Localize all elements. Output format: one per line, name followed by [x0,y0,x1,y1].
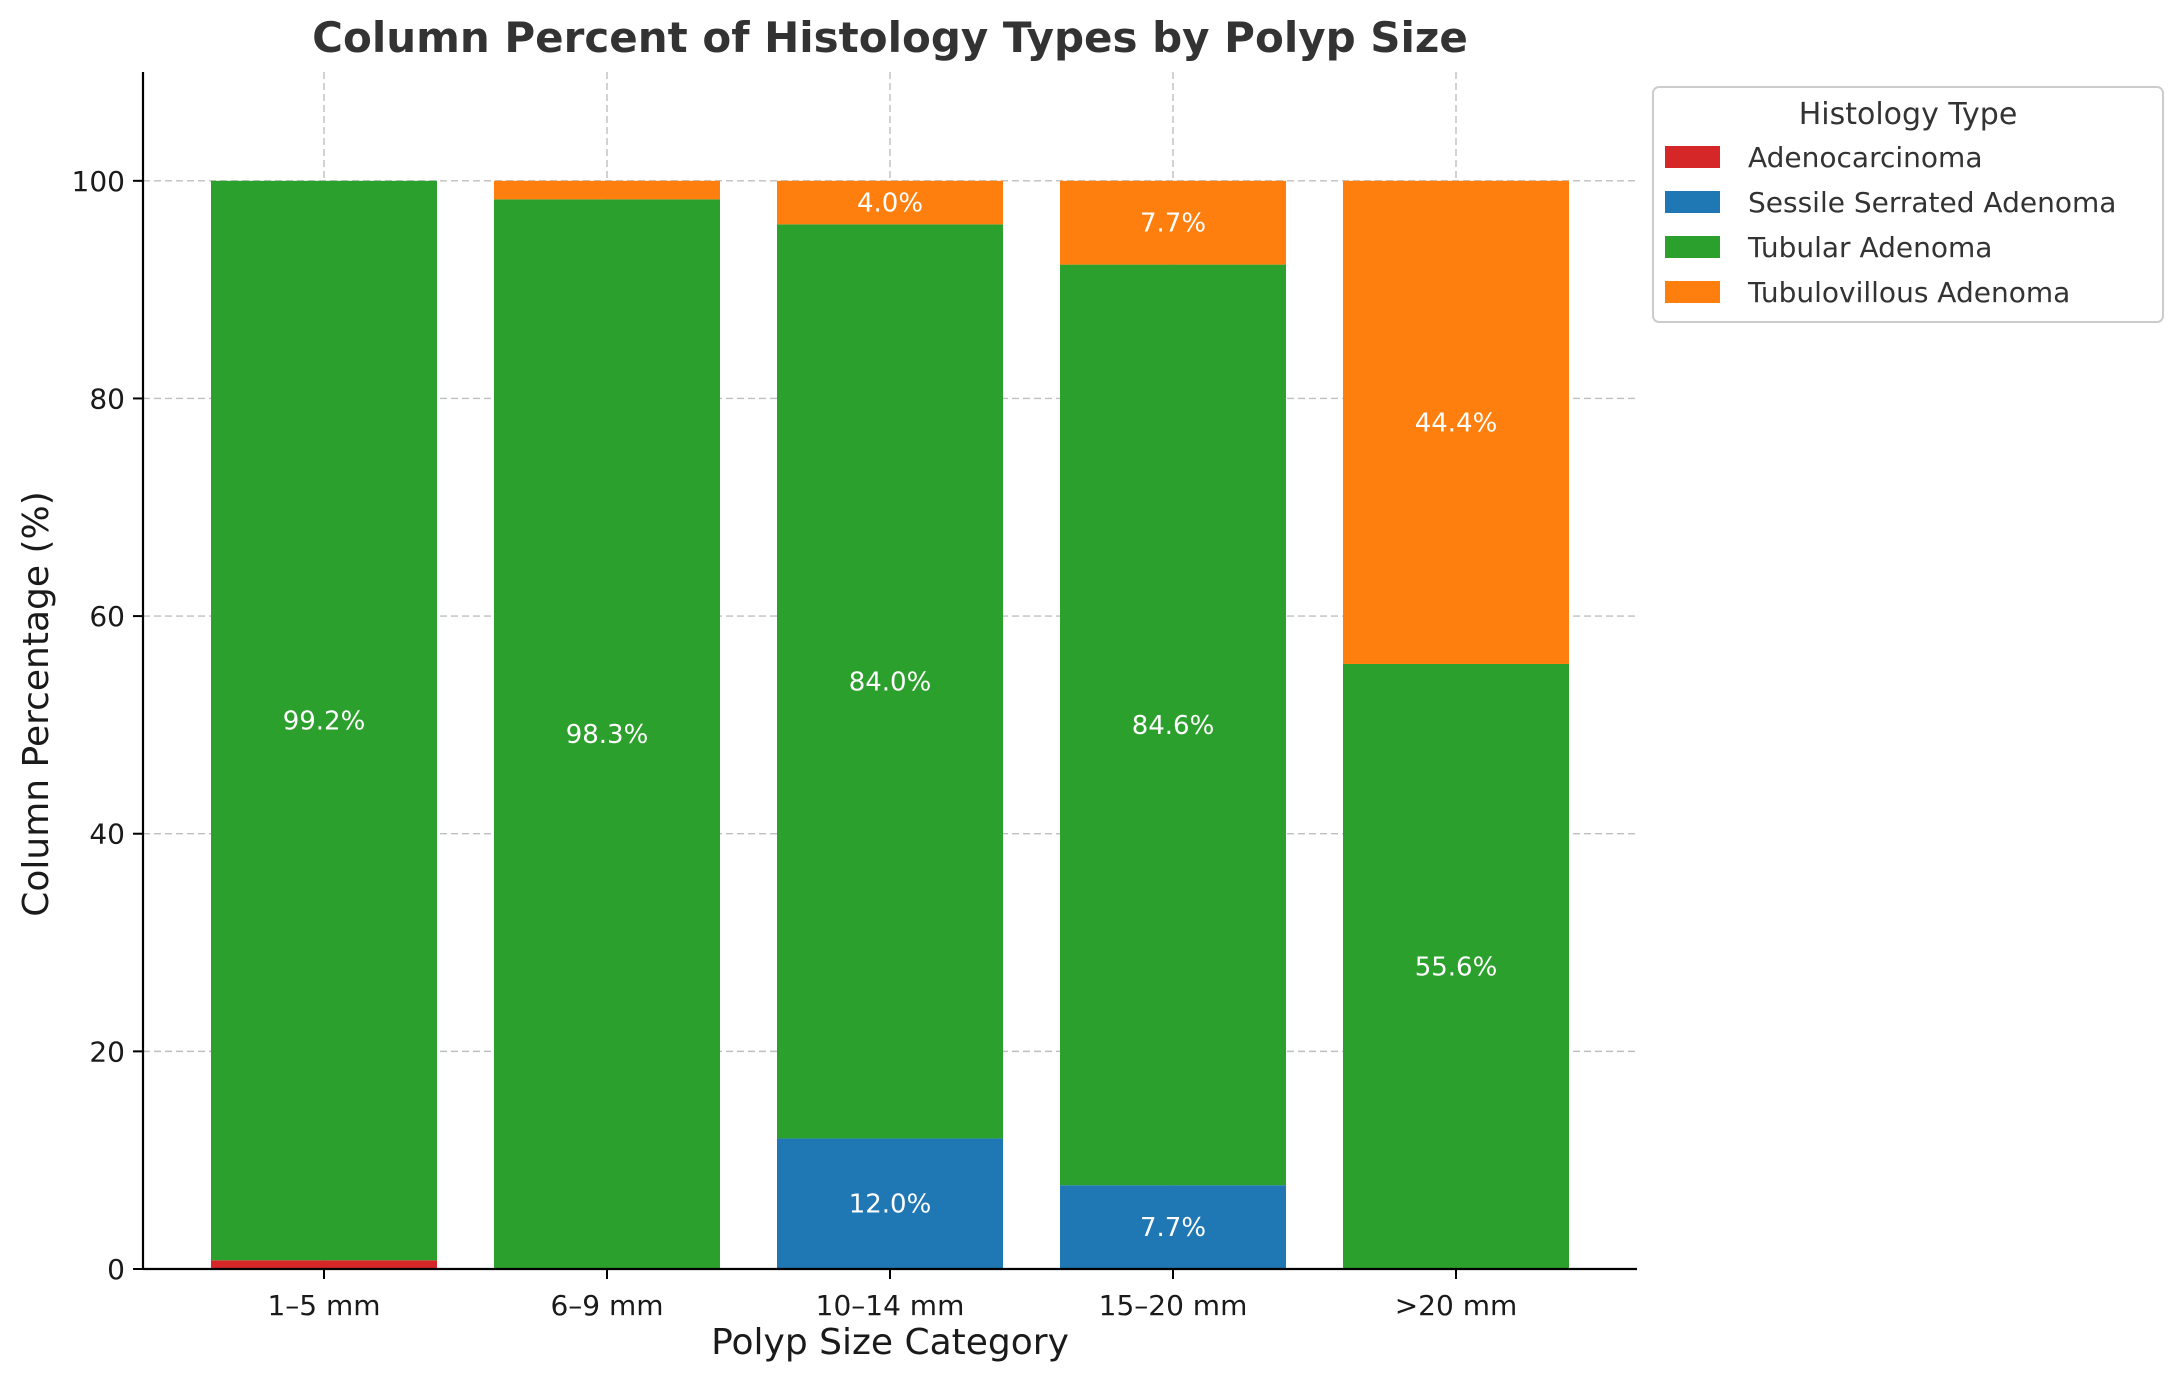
bar-2-4 [1343,663,1569,1269]
bar-3-2 [777,180,1003,225]
data-label-3-3: 7.7% [1140,209,1206,239]
bar-0-0 [211,1260,437,1269]
data-labels: 12.0% 7.7% 99.2% 98.3% 84.0% 84.6% 55.6% 4.0% 7.… [283,189,1498,1244]
legend-label-3: Tubulovillous Adenoma [1747,276,2070,309]
bar-2-2 [777,224,1003,1139]
data-label-3-2: 4.0% [857,189,923,219]
legend-swatch-2 [1665,236,1720,258]
x-axis-label: Polyp Size Category [711,1322,1069,1363]
bar-1-3 [1060,1185,1286,1269]
y-tick-label-1: 20 [89,1035,125,1068]
x-tick-label-1: 6–9 mm [550,1289,663,1322]
x-tick-label-0: 1–5 mm [267,1289,380,1322]
bar-3-3 [1060,180,1286,265]
x-tick-label-4: >20 mm [1395,1289,1518,1322]
legend: Histology Type Adenocarcinoma Sessile Ser… [1652,86,2164,323]
data-label-2-2: 84.0% [849,667,932,697]
legend-swatch-3 [1665,281,1720,303]
y-tick-label-4: 80 [89,382,125,415]
data-label-2-4: 55.6% [1415,952,1498,982]
bars [211,180,1569,1270]
legend-swatch-1 [1665,191,1720,213]
legend-label-2: Tubular Adenoma [1747,231,1992,264]
y-tick-label-2: 40 [89,818,125,851]
bar-2-1 [494,199,720,1270]
data-label-3-4: 44.4% [1415,408,1498,438]
bar-3-4 [1343,180,1569,664]
x-tick-label-2: 10–14 mm [816,1289,965,1322]
data-label-1-3: 7.7% [1140,1213,1206,1243]
y-tick-label-3: 60 [89,600,125,633]
y-axis-label: Column Percentage (%) [16,491,57,917]
legend-label-0: Adenocarcinoma [1748,141,1982,174]
y-tick-label-0: 0 [107,1253,125,1286]
legend-label-1: Sessile Serrated Adenoma [1748,186,2116,219]
data-label-2-0: 99.2% [283,707,366,737]
legend-title: Histology Type [1799,97,2018,132]
legend-box [1652,86,2164,323]
bar-3-1 [494,180,720,200]
axes: 0 20 40 60 80 100 1–5 mm 6–9 mm 10–14 mm 15–20 mm… [72,72,1637,1322]
x-tick-label-3: 15–20 mm [1099,1289,1248,1322]
bar-1-2 [777,1138,1003,1269]
y-tick-label-5: 100 [72,165,125,198]
legend-swatch-0 [1665,146,1720,168]
bar-2-3 [1060,264,1286,1186]
bar-2-0 [211,180,437,1261]
data-label-1-2: 12.0% [849,1190,932,1220]
chart-title: Column Percent of Histology Types by Pol… [312,13,1468,62]
data-label-2-3: 84.6% [1132,711,1215,741]
data-label-2-1: 98.3% [566,720,649,750]
